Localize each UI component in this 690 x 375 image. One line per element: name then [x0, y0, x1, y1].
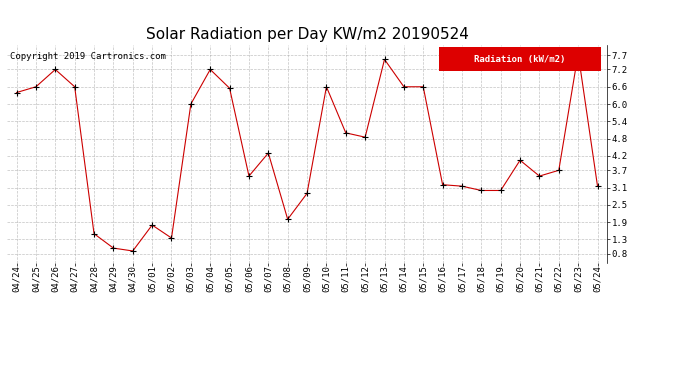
Title: Solar Radiation per Day KW/m2 20190524: Solar Radiation per Day KW/m2 20190524 [146, 27, 469, 42]
Text: Copyright 2019 Cartronics.com: Copyright 2019 Cartronics.com [10, 51, 166, 60]
